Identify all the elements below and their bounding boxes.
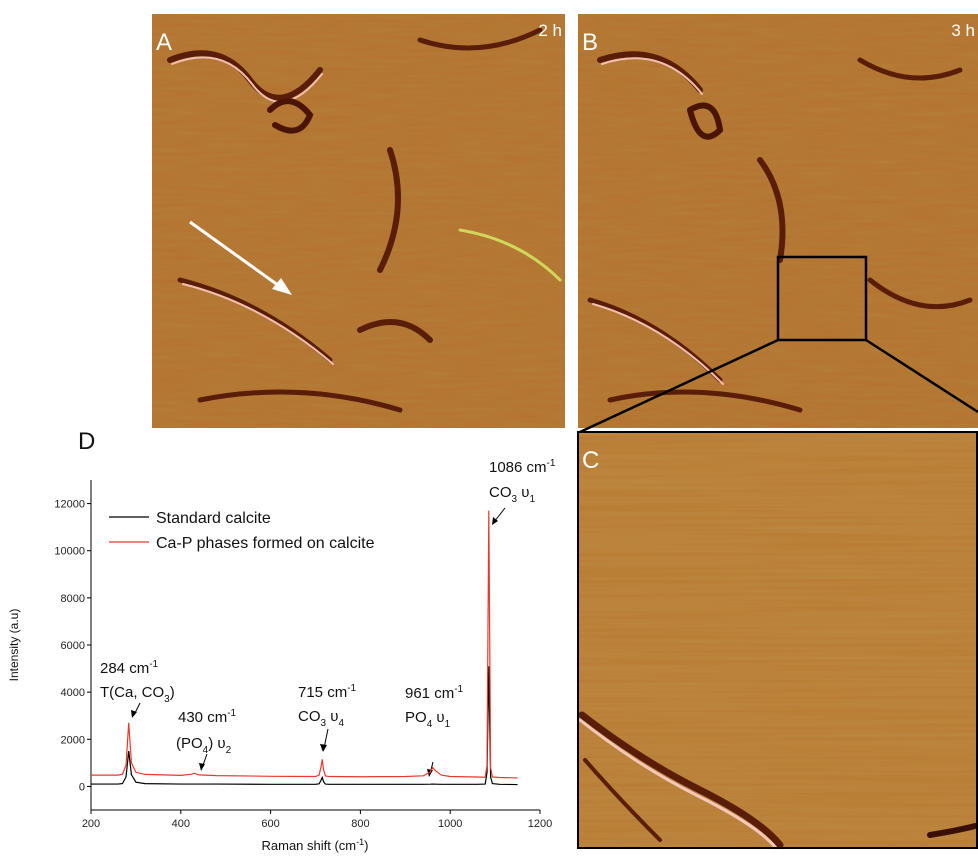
y-tick-label: 10000 (54, 546, 85, 558)
panel-a: A 2 h (152, 14, 565, 428)
text-part: 1 (529, 494, 535, 505)
annotation: 961 cm-1 (405, 684, 464, 702)
chart: D Intensity (a.u) Raman shift (cm-1) 284… (7, 428, 556, 853)
panel-label: C (582, 447, 599, 474)
afm-image (578, 432, 977, 848)
text-part: PO (405, 709, 427, 726)
text-part: 4 (338, 718, 344, 729)
y-tick-label: 2000 (61, 734, 85, 746)
label-part: ) (364, 838, 368, 853)
label-sup: -1 (356, 837, 364, 847)
text-part: 1 (445, 719, 451, 730)
text-part: -1 (454, 684, 463, 695)
x-tick-label: 400 (172, 818, 190, 830)
text-part: 961 cm (405, 685, 454, 702)
panel-b: B 3 h (578, 14, 978, 428)
x-tick-label: 1200 (528, 818, 552, 830)
afm-image (152, 14, 565, 428)
text-part: (PO (176, 735, 203, 752)
text-part: υ (326, 708, 338, 725)
text-part: -1 (227, 708, 236, 719)
y-tick-label: 0 (79, 781, 85, 793)
text-part: 1086 cm (489, 459, 547, 476)
text-part: 2 (226, 745, 232, 756)
panel-c: C (578, 432, 977, 848)
text-part: -1 (347, 683, 356, 694)
annotation: 1086 cm-1 (489, 458, 556, 476)
legend-label: Ca-P phases formed on calcite (156, 535, 375, 552)
y-axis-label: Intensity (a.u) (7, 609, 21, 682)
x-axis-label: Raman shift (cm-1) (262, 837, 369, 853)
x-tick-label: 1000 (438, 818, 462, 830)
annotation: T(Ca, CO3) (100, 684, 175, 705)
annotation: CO3 υ4 (298, 708, 344, 729)
text-part: 284 cm (100, 660, 149, 677)
text-part: CO (298, 708, 321, 725)
annotation: (PO4) υ2 (176, 735, 232, 756)
text-part: -1 (149, 659, 158, 670)
panel-label: B (582, 29, 598, 56)
text-part: ) υ (208, 735, 225, 752)
x-tick-label: 800 (351, 818, 369, 830)
y-tick-label: 6000 (61, 640, 85, 652)
annotation: 715 cm-1 (298, 683, 357, 701)
label-part: Raman shift (cm (262, 838, 357, 853)
panel-label: A (156, 29, 172, 56)
annotation: 430 cm-1 (178, 708, 237, 726)
text-part: 715 cm (298, 684, 347, 701)
x-tick-label: 200 (82, 818, 100, 830)
y-tick-label: 12000 (54, 499, 85, 511)
text-part: υ (517, 484, 529, 501)
text-part: CO (489, 484, 512, 501)
time-label: 2 h (538, 21, 562, 40)
y-tick-label: 8000 (61, 593, 85, 605)
annotation: CO3 υ1 (489, 484, 535, 505)
text-part: T(Ca, CO (100, 684, 164, 701)
annotation: PO4 υ1 (405, 709, 451, 730)
legend-label: Standard calcite (156, 510, 271, 527)
text-part: ) (170, 684, 175, 701)
text-part: υ (432, 709, 444, 726)
panel-label: D (78, 428, 95, 455)
annotation: 284 cm-1 (100, 659, 159, 677)
text-part: -1 (547, 458, 556, 469)
x-tick-label: 600 (261, 818, 279, 830)
y-tick-label: 4000 (61, 687, 85, 699)
figure: A 2 h B 3 h C (0, 0, 978, 862)
time-label: 3 h (951, 21, 975, 40)
text-part: 430 cm (178, 709, 227, 726)
